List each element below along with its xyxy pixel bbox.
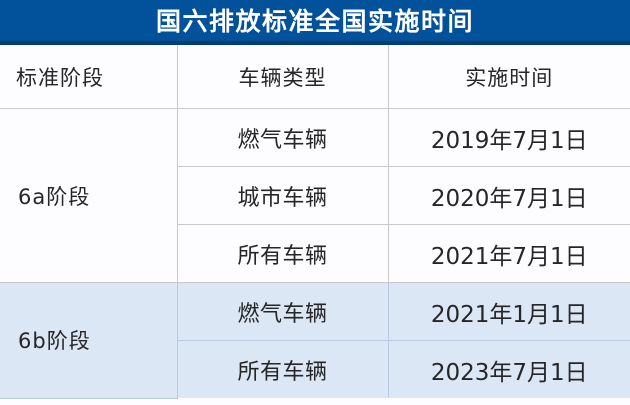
column-header-implementation-date: 实施时间 — [388, 45, 630, 109]
page-title: 国六排放标准全国实施时间 — [155, 7, 474, 36]
vehicle-type-cell: 城市车辆 — [177, 166, 389, 225]
table-row: 6b阶段 燃气车辆 2021年1月1日 — [0, 282, 630, 399]
vehicle-type-cell: 所有车辆 — [177, 224, 389, 283]
implementation-date-cell: 2023年7月1日 — [388, 340, 630, 398]
table-row: 6a阶段 燃气车辆 2019年7月1日 — [0, 108, 630, 283]
implementation-date-cell: 2021年1月1日 — [388, 282, 630, 341]
table-header-row: 标准阶段 车辆类型 实施时间 — [0, 45, 630, 109]
vehicle-type-cell: 燃气车辆 — [177, 282, 389, 341]
table-row: 城市车辆 2020年7月1日 — [0, 166, 630, 225]
implementation-date-cell: 2019年7月1日 — [388, 108, 630, 167]
implementation-date-cell: 2020年7月1日 — [388, 166, 630, 225]
vehicle-type-cell: 燃气车辆 — [177, 108, 389, 167]
column-header-stage: 标准阶段 — [0, 45, 178, 109]
implementation-date-cell: 2021年7月1日 — [388, 224, 630, 283]
stage-label-6a: 6a阶段 — [0, 108, 178, 283]
table-row: 所有车辆 2023年7月1日 — [0, 340, 630, 398]
vehicle-type-cell: 所有车辆 — [177, 340, 389, 398]
title-banner: 国六排放标准全国实施时间 — [0, 0, 630, 45]
emission-schedule-table: 标准阶段 车辆类型 实施时间 6a阶段 燃气车辆 2019年7月1日 城市车辆 … — [0, 45, 630, 399]
stage-label-6b: 6b阶段 — [0, 282, 178, 399]
column-header-vehicle-type: 车辆类型 — [177, 45, 389, 109]
table-row: 所有车辆 2021年7月1日 — [0, 224, 630, 283]
